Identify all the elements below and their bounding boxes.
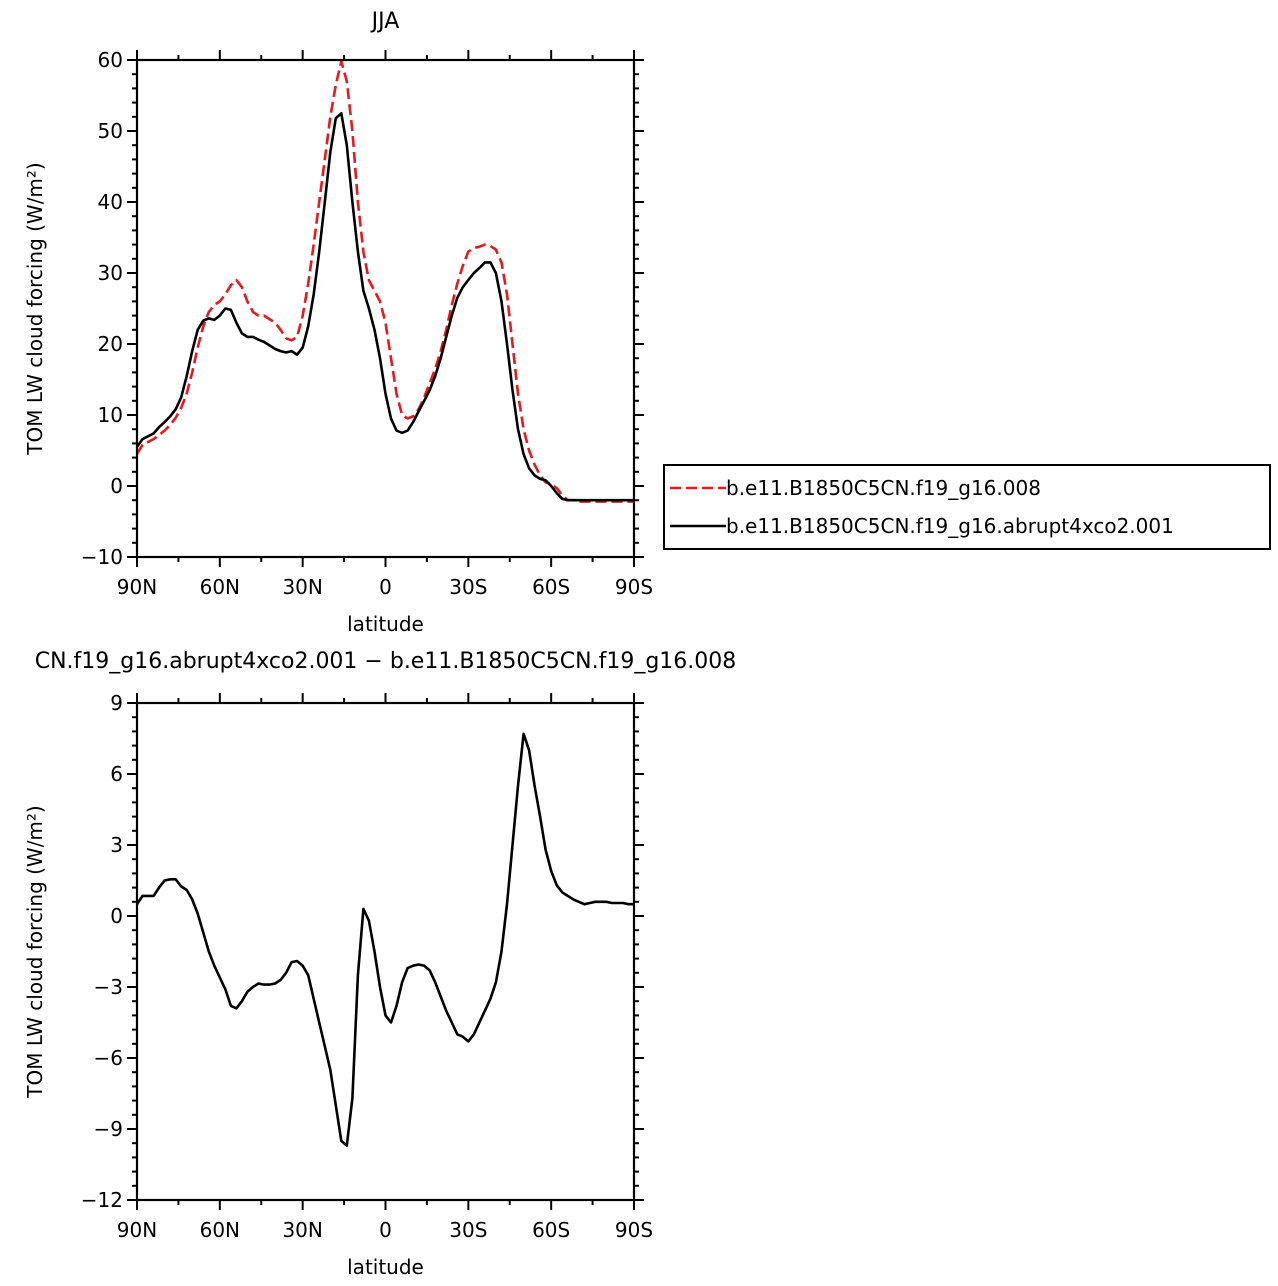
series-group xyxy=(137,732,634,1147)
y-axis-title: TOM LW cloud forcing (W/m²) xyxy=(23,805,47,1099)
series-group xyxy=(137,60,634,503)
x-tick-label: 60S xyxy=(532,1218,570,1242)
y-tick-label: 40 xyxy=(98,190,123,214)
legend: b.e11.B1850C5CN.f19_g16.008 b.e11.B1850C5… xyxy=(663,464,1271,550)
panel-bottom-chart: 90N 60N 30N 0 30S 60S 90S −12 −9 −6 −3 0 3 6 9 latitude… xyxy=(23,649,736,1279)
panel-top-chart: 90N 60N 30N 0 30S 60S 90S −10 0 10 20 30 40 50 60 latit… xyxy=(23,9,653,636)
y-tick-label: 50 xyxy=(98,119,123,143)
x-tick-label: 30S xyxy=(449,1218,487,1242)
x-tick-label: 30N xyxy=(282,575,322,599)
y-tick-label: 3 xyxy=(110,833,123,857)
y-tick-label: 60 xyxy=(98,48,123,72)
y-tick-label: −10 xyxy=(81,545,123,569)
y-tick-label: 0 xyxy=(110,474,123,498)
y-axis-title: TOM LW cloud forcing (W/m²) xyxy=(23,162,47,456)
y-tick-label: 0 xyxy=(110,904,123,928)
series-line-2 xyxy=(137,112,634,502)
x-tick-label: 90N xyxy=(117,1218,157,1242)
y-tick-label: 6 xyxy=(110,762,123,786)
chart-title: CN.f19_g16.abrupt4xco2.001 − b.e11.B1850… xyxy=(35,649,737,674)
x-axis-title: latitude xyxy=(347,612,424,636)
x-tick-label: 30S xyxy=(449,575,487,599)
x-tick-label: 90N xyxy=(117,575,157,599)
x-tick-label: 0 xyxy=(379,1218,392,1242)
y-tick-label: 9 xyxy=(110,691,123,715)
legend-label-1: b.e11.B1850C5CN.f19_g16.008 xyxy=(726,476,1041,500)
series-line-1 xyxy=(137,732,634,1147)
y-tick-label: −12 xyxy=(81,1188,123,1212)
x-tick-label: 90S xyxy=(615,1218,653,1242)
plot-frame xyxy=(135,701,636,1202)
x-tick-label: 60N xyxy=(200,575,240,599)
x-tick-label: 90S xyxy=(615,575,653,599)
x-axis-title: latitude xyxy=(347,1255,424,1279)
x-tick-label: 60S xyxy=(532,575,570,599)
x-tick-label: 60N xyxy=(200,1218,240,1242)
chart-title: JJA xyxy=(370,9,400,34)
x-tick-label: 0 xyxy=(379,575,392,599)
y-tick-label: 10 xyxy=(98,403,123,427)
legend-label-2: b.e11.B1850C5CN.f19_g16.abrupt4xco2.001 xyxy=(726,514,1174,538)
y-tick-label: −3 xyxy=(94,975,123,999)
y-tick-label: 20 xyxy=(98,332,123,356)
legend-box xyxy=(663,464,1271,550)
y-tick-label: −9 xyxy=(94,1117,123,1141)
y-tick-label: 30 xyxy=(98,261,123,285)
y-tick-label: −6 xyxy=(94,1046,123,1070)
series-line-1 xyxy=(137,60,634,503)
x-tick-label: 30N xyxy=(282,1218,322,1242)
